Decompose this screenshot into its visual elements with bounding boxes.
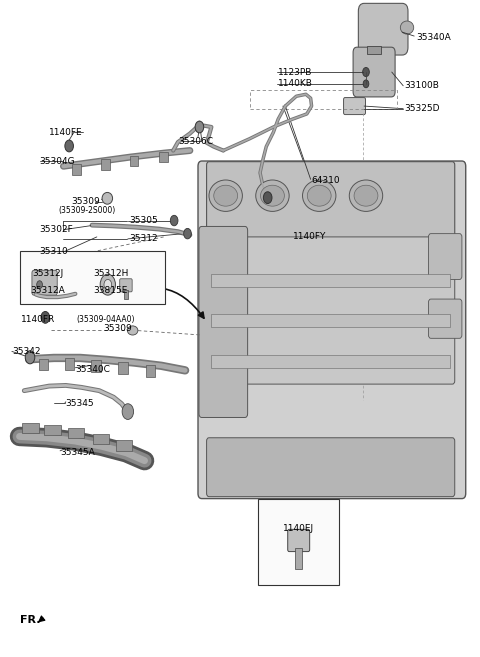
FancyBboxPatch shape: [206, 438, 455, 497]
FancyBboxPatch shape: [120, 279, 132, 292]
Text: 1140FY: 1140FY: [293, 232, 327, 240]
Bar: [295, 549, 302, 569]
Bar: [91, 360, 101, 372]
Circle shape: [170, 215, 178, 226]
Bar: [367, 46, 381, 54]
Text: 35310: 35310: [39, 248, 68, 256]
Circle shape: [104, 279, 112, 290]
Text: 35305: 35305: [129, 216, 158, 225]
Ellipse shape: [307, 185, 331, 206]
Ellipse shape: [102, 193, 113, 204]
Bar: [101, 159, 110, 170]
Circle shape: [36, 281, 42, 288]
Bar: [23, 422, 38, 433]
FancyBboxPatch shape: [359, 3, 408, 55]
Text: 35304G: 35304G: [39, 156, 75, 166]
Circle shape: [122, 404, 133, 419]
Text: 33100B: 33100B: [405, 81, 440, 90]
FancyBboxPatch shape: [288, 530, 310, 552]
Text: 1140EJ: 1140EJ: [283, 524, 314, 533]
Ellipse shape: [261, 185, 284, 206]
Text: 35345: 35345: [65, 399, 94, 407]
Circle shape: [363, 68, 369, 77]
Circle shape: [100, 274, 116, 295]
Bar: [211, 273, 450, 286]
Text: 1140FE: 1140FE: [49, 127, 83, 137]
Text: 35312H: 35312H: [94, 269, 129, 278]
Bar: [159, 152, 168, 162]
Bar: [211, 314, 450, 327]
Bar: [68, 428, 84, 438]
Text: 1140KB: 1140KB: [278, 79, 313, 88]
Text: 35312A: 35312A: [30, 286, 65, 295]
Text: 35342: 35342: [12, 347, 40, 356]
Text: 64310: 64310: [312, 176, 340, 185]
Circle shape: [264, 192, 272, 204]
Text: FR.: FR.: [21, 615, 41, 625]
Bar: [118, 362, 128, 374]
Bar: [44, 424, 60, 435]
Circle shape: [184, 229, 192, 239]
Ellipse shape: [349, 180, 383, 212]
Bar: [130, 156, 138, 166]
FancyBboxPatch shape: [198, 161, 466, 499]
Circle shape: [363, 80, 369, 88]
Ellipse shape: [127, 326, 138, 335]
Circle shape: [41, 311, 49, 323]
Text: (35309-2S000): (35309-2S000): [59, 206, 116, 215]
Ellipse shape: [256, 180, 289, 212]
Ellipse shape: [354, 185, 378, 206]
Bar: [116, 440, 132, 451]
Bar: [93, 434, 109, 444]
Bar: [123, 290, 128, 299]
FancyBboxPatch shape: [206, 162, 455, 247]
FancyBboxPatch shape: [344, 97, 365, 114]
Ellipse shape: [214, 185, 238, 206]
FancyBboxPatch shape: [206, 237, 455, 384]
Circle shape: [65, 140, 73, 152]
Bar: [258, 499, 339, 585]
Text: 35306C: 35306C: [178, 137, 213, 146]
Bar: [211, 355, 450, 368]
FancyArrowPatch shape: [39, 616, 45, 622]
Text: 35340C: 35340C: [75, 365, 110, 374]
FancyBboxPatch shape: [429, 234, 462, 279]
Bar: [20, 251, 165, 304]
Text: 1123PB: 1123PB: [278, 68, 312, 77]
FancyBboxPatch shape: [429, 299, 462, 338]
Bar: [145, 365, 155, 377]
Ellipse shape: [400, 21, 414, 34]
Text: 33815E: 33815E: [94, 286, 128, 295]
Text: 35309: 35309: [103, 324, 132, 333]
Bar: [72, 164, 81, 175]
FancyBboxPatch shape: [353, 47, 395, 97]
Text: 35302F: 35302F: [39, 225, 73, 234]
Text: 35340A: 35340A: [417, 33, 451, 42]
Text: 35312J: 35312J: [33, 269, 64, 278]
Text: 1140FR: 1140FR: [21, 315, 55, 325]
Text: 35345A: 35345A: [60, 448, 95, 457]
Bar: [38, 359, 48, 371]
Text: (35309-04AA0): (35309-04AA0): [77, 315, 135, 325]
Circle shape: [195, 121, 204, 133]
Ellipse shape: [302, 180, 336, 212]
Bar: [65, 358, 74, 370]
Text: 35312: 35312: [129, 235, 158, 243]
FancyBboxPatch shape: [32, 270, 57, 295]
Circle shape: [25, 351, 35, 364]
FancyBboxPatch shape: [199, 227, 248, 417]
Text: 35309: 35309: [72, 197, 100, 206]
Text: 35325D: 35325D: [405, 104, 440, 113]
Ellipse shape: [209, 180, 242, 212]
